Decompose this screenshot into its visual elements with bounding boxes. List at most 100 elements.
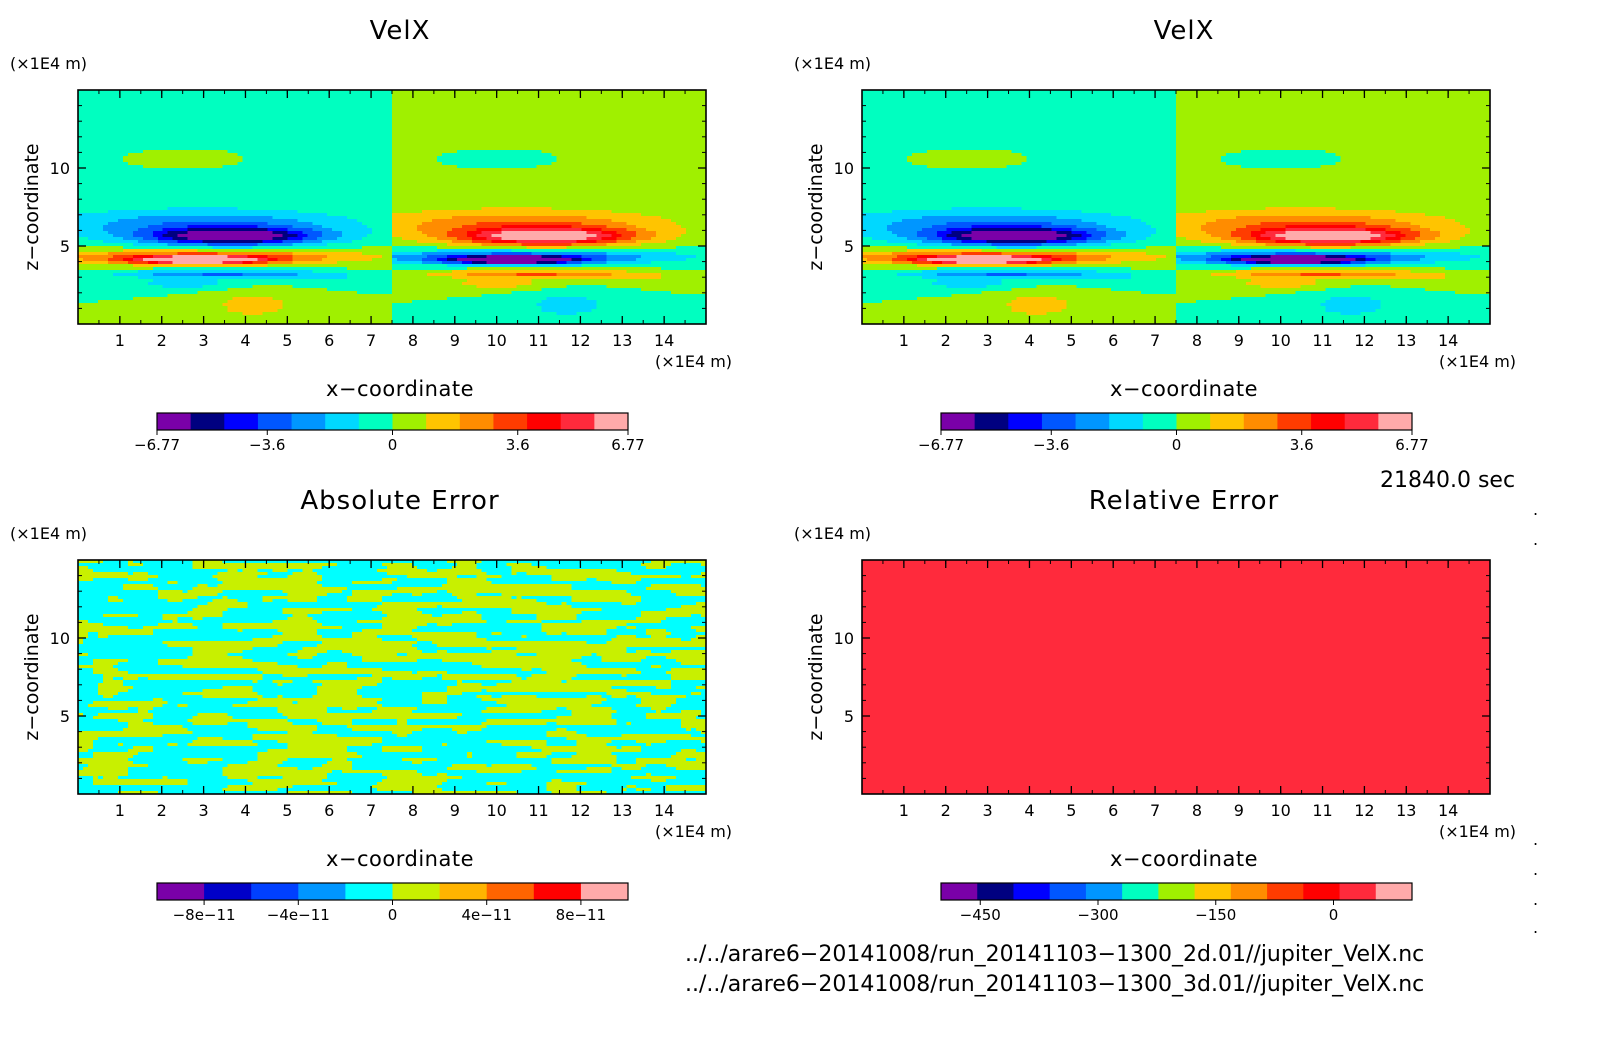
field-cell xyxy=(382,108,388,112)
field-cell xyxy=(317,96,323,100)
field-cell xyxy=(267,141,273,145)
field-cell xyxy=(217,102,224,106)
field-cell xyxy=(491,117,498,121)
field-cell xyxy=(167,90,174,94)
field-cell xyxy=(292,99,298,103)
field-cell xyxy=(177,129,184,133)
field-cell xyxy=(277,96,283,100)
field-cell xyxy=(387,99,393,103)
field-cell xyxy=(182,90,189,94)
field-cell xyxy=(102,144,109,148)
field-cell xyxy=(601,123,607,127)
field-cell xyxy=(212,111,219,115)
field-cell xyxy=(372,141,378,145)
field-cell xyxy=(172,129,179,133)
field-cell xyxy=(701,93,707,97)
field-cell xyxy=(611,93,617,97)
field-cell xyxy=(426,138,433,142)
field-cell xyxy=(671,93,677,97)
field-cell xyxy=(556,138,563,142)
field-cell xyxy=(142,111,149,115)
field-cell xyxy=(287,90,293,94)
field-cell xyxy=(317,93,323,97)
field-cell xyxy=(107,135,114,139)
field-cell xyxy=(92,117,99,121)
field-cell xyxy=(681,111,687,115)
field-cell xyxy=(456,105,463,109)
field-cell xyxy=(611,120,617,124)
field-cell xyxy=(551,144,558,148)
field-cell xyxy=(302,126,308,130)
field-cell xyxy=(396,99,403,103)
field-cell xyxy=(616,120,622,124)
field-cell xyxy=(401,99,408,103)
field-cell xyxy=(601,129,607,133)
field-cell xyxy=(317,138,323,142)
field-cell xyxy=(377,111,383,115)
field-cell xyxy=(541,105,548,109)
field-cell xyxy=(421,114,428,118)
field-cell xyxy=(541,129,548,133)
field-cell xyxy=(262,141,268,145)
field-cell xyxy=(566,138,573,142)
field-cell xyxy=(641,102,647,106)
field-cell xyxy=(122,99,129,103)
field-cell xyxy=(441,132,448,136)
field-cell xyxy=(337,144,343,148)
field-cell xyxy=(536,141,543,145)
field-cell xyxy=(82,129,89,133)
field-cell xyxy=(92,96,99,100)
field-cell xyxy=(92,111,99,115)
field-cell xyxy=(212,96,219,100)
field-cell xyxy=(247,93,254,97)
field-cell xyxy=(456,90,463,94)
field-cell xyxy=(132,114,139,118)
field-cell xyxy=(641,111,647,115)
field-cell xyxy=(516,138,523,142)
field-cell xyxy=(307,132,313,136)
field-cell xyxy=(202,111,209,115)
field-cell xyxy=(152,123,159,127)
field-cell xyxy=(501,120,508,124)
field-cell xyxy=(471,96,478,100)
field-cell xyxy=(267,126,273,130)
field-cell xyxy=(516,102,523,106)
field-cell xyxy=(546,105,553,109)
field-cell xyxy=(157,123,164,127)
field-cell xyxy=(227,105,234,109)
field-cell xyxy=(157,93,164,97)
field-cell xyxy=(526,135,533,139)
field-cell xyxy=(127,117,134,121)
field-cell xyxy=(307,99,313,103)
field-cell xyxy=(631,93,637,97)
field-cell xyxy=(207,108,214,112)
field-cell xyxy=(147,129,154,133)
field-cell xyxy=(501,96,508,100)
field-cell xyxy=(78,123,84,127)
field-cell xyxy=(392,144,398,148)
field-cell xyxy=(317,135,323,139)
field-cell xyxy=(491,123,498,127)
field-cell xyxy=(327,120,333,124)
field-cell xyxy=(122,117,129,121)
field-cell xyxy=(117,144,124,148)
field-cell xyxy=(596,138,602,142)
field-cell xyxy=(247,129,254,133)
field-cell xyxy=(267,129,273,133)
field-cell xyxy=(601,117,607,121)
field-cell xyxy=(272,99,278,103)
field-cell xyxy=(317,105,323,109)
field-cell xyxy=(82,105,89,109)
field-cell xyxy=(367,144,373,148)
field-cell xyxy=(337,132,343,136)
field-cell xyxy=(666,102,672,106)
field-cell xyxy=(197,138,204,142)
field-cell xyxy=(82,111,89,115)
field-cell xyxy=(501,123,508,127)
field-cell xyxy=(411,111,418,115)
field-cell xyxy=(666,114,672,118)
field-cell xyxy=(332,123,338,127)
field-cell xyxy=(112,96,119,100)
field-cell xyxy=(546,90,553,94)
field-cell xyxy=(352,117,358,121)
